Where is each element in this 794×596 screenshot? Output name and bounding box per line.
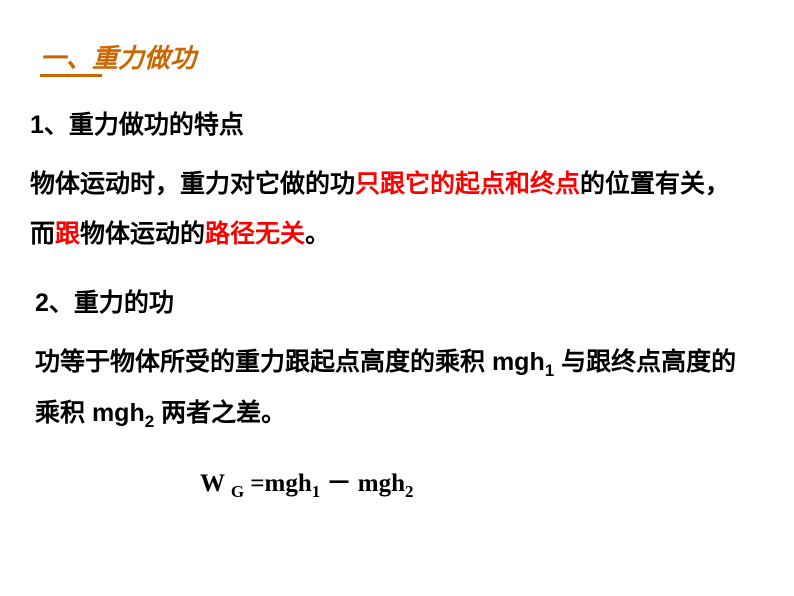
- formula-sub1: 1: [312, 482, 321, 501]
- s1-text4: 。: [305, 220, 330, 248]
- s2-text3: 两者之差。: [154, 399, 286, 427]
- title-main: 重力做功: [92, 43, 196, 73]
- section1-content: 物体运动时，重力对它做的功只跟它的起点和终点的位置有关，而跟物体运动的路径无关。: [30, 159, 754, 259]
- section2-content: 功等于物体所受的重力跟起点高度的乘积 mgh1 与跟终点高度的乘积 mgh2 两…: [35, 337, 754, 439]
- s1-text1: 物体运动时，重力对它做的功: [30, 170, 355, 198]
- formula: W G =mgh1 － mgh2: [200, 463, 754, 502]
- title-prefix: 一: [40, 43, 66, 73]
- s2-sub1: 1: [545, 361, 554, 380]
- section1-heading: 1、重力做功的特点: [30, 105, 754, 141]
- s2-text1: 功等于物体所受的重力跟起点高度的乘积 mgh: [35, 348, 545, 376]
- formula-minus: － mgh: [320, 470, 405, 497]
- slide-container: 一、重力做功 1、重力做功的特点 物体运动时，重力对它做的功只跟它的起点和终点的…: [0, 0, 794, 596]
- title-colon: 、: [66, 43, 92, 73]
- formula-sub2: 2: [405, 482, 414, 501]
- s1-text3: 物体运动的: [80, 220, 205, 248]
- formula-w: W: [200, 470, 231, 497]
- title-underline: [40, 74, 102, 77]
- formula-g: G: [231, 482, 244, 501]
- title-section: 一、重力做功: [40, 38, 754, 75]
- s2-sub2: 2: [145, 412, 154, 431]
- s1-red1: 只跟它的起点和终点: [355, 170, 580, 198]
- formula-eq: =mgh: [244, 470, 312, 497]
- s1-red3: 路径无关: [205, 220, 305, 248]
- section2-heading: 2、重力的功: [35, 283, 754, 319]
- s1-red2: 跟: [55, 220, 80, 248]
